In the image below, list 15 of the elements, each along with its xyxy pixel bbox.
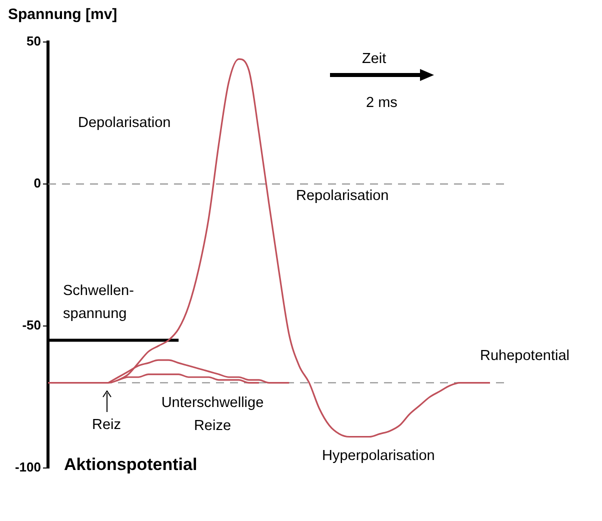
annotation: Zeit [362,50,386,69]
y-tick-label: 50 [26,34,41,49]
y-axis-title: Spannung [mv] [8,6,118,23]
annotation: Repolarisation [296,187,389,206]
annotation: Schwellen-spannung [63,282,135,324]
annotation: 2 ms [366,94,398,113]
y-tick-label: -50 [22,318,41,333]
y-tick-label: -100 [14,460,41,475]
annotation: Hyperpolarisation [322,447,435,466]
annotation: Ruhepotential [480,347,570,366]
annotation: Depolarisation [78,114,171,133]
annotation: Unterschwellige Reize [160,394,265,436]
annotation: Aktionspotential [64,454,198,476]
annotation: Reiz [92,416,122,435]
y-tick-label: 0 [34,176,41,191]
